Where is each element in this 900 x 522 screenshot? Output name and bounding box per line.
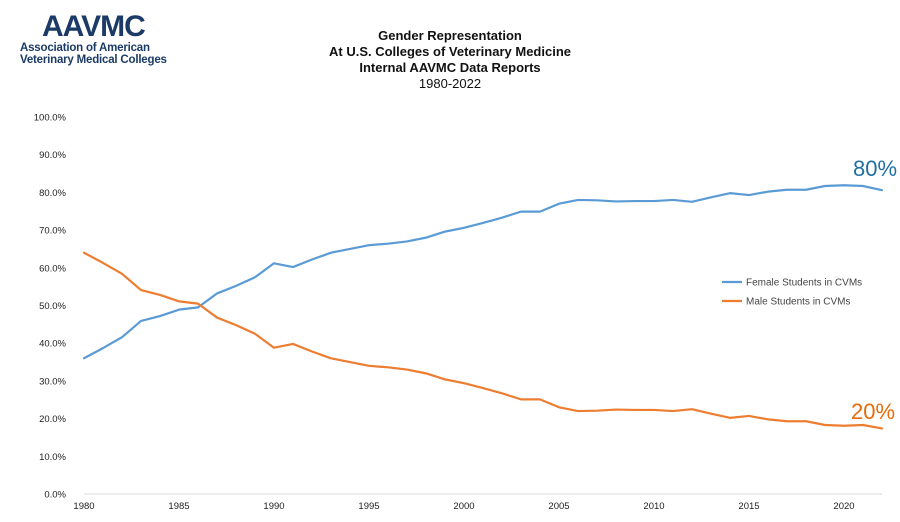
title-line-2: At U.S. Colleges of Veterinary Medicine [328, 44, 571, 59]
logo-wordmark: AAVMC [42, 10, 146, 43]
y-tick-label: 20.0% [39, 414, 66, 425]
x-tick-label: 2010 [643, 501, 664, 512]
end-label-male: 20% [851, 399, 895, 424]
y-tick-label: 90.0% [39, 150, 66, 161]
title-line-4: 1980-2022 [418, 76, 482, 91]
y-tick-label: 60.0% [39, 263, 66, 274]
x-tick-label: 2005 [548, 501, 569, 512]
series-line-female [82, 184, 884, 360]
y-tick-label: 80.0% [39, 188, 66, 199]
logo-line-1: Association of American [20, 42, 150, 54]
x-tick-label: 2015 [738, 501, 759, 512]
end-label-female: 80% [853, 156, 897, 181]
logo-line-2: Veterinary Medical Colleges [20, 54, 167, 66]
aavmc-logo: AAVMC Association of American Veterinary… [20, 10, 180, 67]
y-tick-label: 100.0% [34, 113, 67, 124]
x-tick-label: 1995 [358, 501, 379, 512]
legend-label-male: Male Students in CVMs [746, 297, 851, 308]
y-tick-label: 10.0% [39, 452, 66, 463]
y-tick-label: 30.0% [39, 376, 66, 387]
y-tick-label: 70.0% [39, 226, 66, 237]
title-line-3: Internal AAVMC Data Reports [359, 60, 541, 75]
x-tick-label: 1990 [263, 501, 284, 512]
y-tick-label: 50.0% [39, 301, 66, 312]
chart-title: Gender Representation At U.S. Colleges o… [0, 28, 900, 92]
x-tick-label: 1985 [168, 501, 189, 512]
x-tick-label: 2020 [833, 501, 854, 512]
series-line-male [82, 251, 884, 430]
title-line-1: Gender Representation [378, 28, 522, 43]
legend-label-female: Female Students in CVMs [746, 278, 862, 289]
x-tick-label: 2000 [453, 501, 474, 512]
x-tick-label: 1980 [73, 501, 94, 512]
y-tick-label: 40.0% [39, 339, 66, 350]
y-tick-label: 0.0% [44, 490, 66, 501]
